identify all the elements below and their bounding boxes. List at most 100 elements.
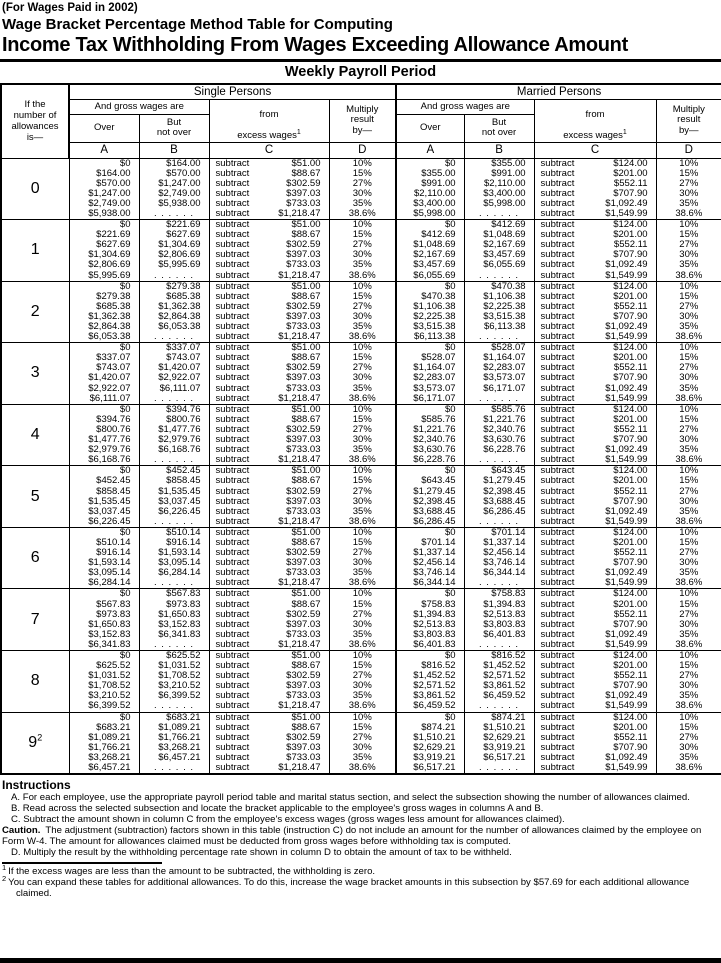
rate-line: 15% (679, 290, 699, 302)
amount-line: $2,456.14 (483, 547, 526, 559)
wages-paid-note: (For Wages Paid in 2002) (2, 2, 138, 14)
amount-line: $452.45 (166, 465, 201, 477)
amount-line: $0 (119, 711, 131, 723)
amount-line: $0 (444, 465, 456, 477)
subtract-line: subtract $1,549.99 (535, 516, 656, 527)
amount-line: $743.07 (96, 362, 131, 374)
subtract-amount: $552.11 (613, 485, 648, 497)
amount-line: $3,210.52 (88, 690, 131, 702)
subtract-amount: $51.00 (291, 465, 321, 477)
rate-line: 30% (679, 249, 699, 261)
footnote-1-text: If the excess wages are less than the am… (8, 866, 376, 878)
subtract-line: subtract $302.59 (210, 177, 329, 189)
rate-line: 15% (352, 167, 372, 179)
married-rate-cell: 10% 15% 27% 30% 35% 38.6% (655, 342, 721, 405)
married-over-cell: $0 $701.14 $1,337.14 $2,456.14 $3,746.14 $6,3… (395, 526, 465, 590)
amount-line: $1,420.07 (158, 362, 201, 374)
amount-line: $3,400.00 (483, 187, 526, 199)
rate-line: 35% (679, 197, 699, 209)
amount-line: . . . . . . (479, 638, 520, 650)
rate-line: 30% (679, 495, 699, 507)
amount-line: $2,979.76 (88, 444, 131, 456)
subtract-line: subtract $397.03 (210, 373, 329, 383)
amount-line: $6,459.52 (483, 690, 526, 702)
amount-line: $1,304.69 (88, 249, 131, 261)
subtract-word: subtract (215, 465, 250, 477)
rate-line: 30% (679, 310, 699, 322)
allowance-number: 7 (0, 588, 70, 651)
subtract-amount: $302.59 (286, 177, 321, 189)
subtract-amount: $201.00 (613, 721, 648, 733)
single-not-over-cell: $337.07 $743.07 $1,420.07 $2,922.07 $6,111.0… (138, 342, 210, 405)
subtract-amount: $397.03 (286, 741, 321, 753)
amount-line: $1,089.21 (88, 731, 131, 743)
subtract-word: subtract (215, 280, 250, 292)
subtract-line: subtract $552.11 (535, 301, 656, 312)
rate-line: 15% (352, 475, 372, 487)
subtract-word: subtract (540, 249, 575, 261)
subtract-line: subtract $88.67 (210, 353, 329, 363)
amount-line: $1,362.38 (88, 310, 131, 322)
subtract-amount: $51.00 (291, 526, 321, 538)
subtract-amount: $733.03 (286, 259, 321, 271)
amount-line: $3,803.83 (483, 618, 526, 630)
amount-line: $2,513.83 (413, 618, 456, 630)
subtract-line: subtract $1,549.99 (535, 701, 656, 711)
subtract-word: subtract (215, 290, 250, 302)
married-not-over-cell: $470.38 $1,106.38 $2,225.38 $3,515.38 $6,113… (463, 280, 535, 344)
rate-line: 35% (352, 690, 372, 702)
amount-line: $2,167.69 (483, 239, 526, 251)
rate-line: 15% (352, 598, 372, 610)
subtract-amount: $397.03 (286, 618, 321, 630)
amount-line: . . . . . . (153, 577, 195, 589)
amount-line: $0 (119, 157, 131, 169)
rate-line: 15% (679, 229, 699, 241)
amount-line: $6,228.76 (483, 444, 526, 456)
single-subtract-cell: subtract $51.00 subtract $88.67 subtract $302… (208, 711, 330, 775)
allowance-block-row: 7 $0 $567.83 $973.83 $1,650.83 $3,152.83 $6,34… (0, 588, 721, 651)
amount-line: $1,247.00 (158, 177, 201, 189)
subtract-amount: $302.59 (286, 670, 321, 682)
rate-line: 10% (679, 280, 699, 292)
rate-line: 35% (352, 444, 372, 456)
subtract-line: subtract $124.00 (535, 526, 656, 538)
amount-line: $337.07 (96, 352, 131, 364)
subtract-line: subtract $552.11 (535, 178, 656, 189)
amount-line: $337.07 (166, 342, 201, 354)
rate-line: 35% (679, 321, 699, 332)
subtract-word: subtract (215, 352, 250, 364)
subtract-word: subtract (540, 628, 575, 640)
subtract-word: subtract (540, 526, 575, 538)
subtract-line: subtract $733.03 (210, 752, 329, 763)
rate-line: 27% (679, 177, 699, 189)
married-not-over-cell: $701.14 $1,337.14 $2,456.14 $3,746.14 $6,344… (463, 526, 535, 590)
amount-line: $0 (119, 650, 131, 661)
amount-line: $6,457.21 (158, 751, 201, 763)
subtract-word: subtract (540, 423, 575, 435)
subtract-amount: $707.90 (613, 434, 648, 446)
subtract-line: subtract $1,092.49 (535, 198, 656, 209)
amount-line: $3,919.21 (483, 741, 526, 753)
allowance-block-row: 8 $0 $625.52 $1,031.52 $1,708.52 $3,210.52 $6,… (0, 650, 721, 713)
subtract-word: subtract (540, 547, 575, 559)
amount-line: $2,398.45 (413, 495, 456, 507)
married-persons-header: Married Persons (395, 83, 721, 100)
subtract-line: subtract $51.00 (210, 526, 329, 538)
rate-line: 10% (679, 526, 699, 538)
amount-line: $6,344.14 (483, 567, 526, 579)
subtract-word: subtract (215, 638, 250, 650)
amount-line: $3,037.45 (158, 495, 201, 507)
amount-line: $2,167.69 (413, 249, 456, 261)
excess-line2: excess wages (563, 130, 623, 141)
subtract-line: subtract $302.59 (210, 363, 329, 373)
amount-line: $279.38 (96, 290, 131, 302)
rate-line: 27% (352, 731, 372, 743)
subtract-amount: $707.90 (613, 741, 648, 753)
subtract-amount: $397.03 (286, 187, 321, 199)
subtract-word: subtract (540, 167, 575, 179)
married-excess-wages-header: from excess wages1 (533, 98, 657, 143)
subtract-line: subtract $1,549.99 (535, 270, 656, 281)
rate-line: 38.6% (675, 331, 703, 343)
subtract-amount: $201.00 (613, 413, 648, 425)
single-over-cell: $0 $510.14 $916.14 $1,593.14 $3,095.14 $6,284… (68, 526, 140, 590)
